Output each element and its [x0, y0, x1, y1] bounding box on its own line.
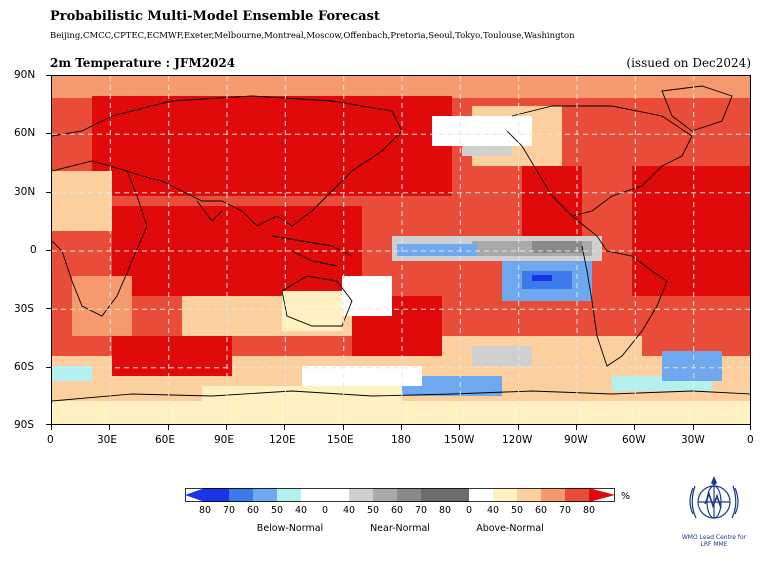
lon-tick	[343, 425, 344, 430]
lat-tick	[46, 133, 51, 134]
lon-tick	[459, 425, 460, 430]
colorbar-number: 60	[534, 505, 548, 516]
lon-label-30w: 30W	[681, 434, 705, 446]
lon-tick	[693, 425, 694, 430]
colorbar-number: 70	[558, 505, 572, 516]
colorbar-number: 50	[366, 505, 380, 516]
forecast-map-canvas	[52, 76, 750, 424]
colorbar-below-80	[205, 488, 229, 502]
colorbar-number: 80	[582, 505, 596, 516]
lon-tick	[750, 425, 751, 430]
colorbar-number: 0	[465, 505, 473, 516]
colorbar-number: 40	[294, 505, 308, 516]
lon-label-150w: 150W	[444, 434, 475, 446]
logo-caption-line1: WMO Lead Centre for	[681, 534, 747, 541]
lat-tick	[46, 367, 51, 368]
lon-tick	[284, 425, 285, 430]
colorbar-below-arrow	[185, 488, 205, 502]
wmo-logo-icon	[689, 476, 739, 519]
logo-caption: WMO Lead Centre for LRF MME	[667, 534, 761, 548]
colorbar-number: 40	[342, 505, 356, 516]
lon-tick	[518, 425, 519, 430]
lon-label-150e: 150E	[327, 434, 354, 446]
lon-label-90w: 90W	[564, 434, 588, 446]
colorbar-above-50	[517, 488, 541, 502]
colorbar-above-arrow	[589, 488, 615, 502]
lat-label-30n: 30N	[14, 186, 36, 198]
colorbar-number: 80	[438, 505, 452, 516]
lat-tick	[46, 424, 51, 425]
colorbar-below-40	[301, 488, 325, 502]
colorbar-number: 50	[270, 505, 284, 516]
lat-label-60s: 60S	[14, 361, 35, 373]
colorbar-number: 70	[222, 505, 236, 516]
lon-label-90e: 90E	[214, 434, 234, 446]
lat-label-60n: 60N	[14, 127, 36, 139]
lon-tick	[401, 425, 402, 430]
lon-tick	[576, 425, 577, 430]
colorbar-unit: %	[621, 491, 631, 502]
lat-label-30s: 30S	[14, 303, 35, 315]
colorbar-number: 60	[246, 505, 260, 516]
colorbar-number: 50	[510, 505, 524, 516]
colorbar-below-50	[277, 488, 301, 502]
colorbar-number: 70	[414, 505, 428, 516]
lon-label-0-end: 0	[747, 434, 754, 446]
colorbar-near-70	[421, 488, 445, 502]
colorbar-above-60	[541, 488, 565, 502]
colorbar-near-50	[373, 488, 397, 502]
colorbar-below-70	[229, 488, 253, 502]
lat-label-eq: 0	[30, 244, 37, 256]
lat-tick	[46, 75, 51, 76]
colorbar-above-70	[565, 488, 589, 502]
lon-tick	[226, 425, 227, 430]
lon-label-180: 180	[391, 434, 412, 446]
colorbar-above-0	[469, 488, 493, 502]
lon-label-60e: 60E	[155, 434, 175, 446]
colorbar-near-40	[349, 488, 373, 502]
colorbar-near-0	[325, 488, 349, 502]
forecast-map	[51, 75, 751, 425]
main-title: Probabilistic Multi-Model Ensemble Forec…	[50, 9, 380, 24]
lon-label-30e: 30E	[97, 434, 117, 446]
lon-tick	[51, 425, 52, 430]
lon-tick	[634, 425, 635, 430]
colorbar-near-60	[397, 488, 421, 502]
lon-label-120w: 120W	[502, 434, 533, 446]
colorbar-number: 80	[198, 505, 212, 516]
colorbar	[185, 488, 615, 502]
lon-label-120e: 120E	[269, 434, 296, 446]
lon-tick	[109, 425, 110, 430]
contributing-centres: Beijing,CMCC,CPTEC,ECMWF,Exeter,Melbourn…	[50, 31, 575, 41]
lon-label-0: 0	[47, 434, 54, 446]
lat-tick	[46, 192, 51, 193]
lon-tick	[168, 425, 169, 430]
category-near-normal: Near-Normal	[370, 523, 430, 534]
category-above-normal: Above-Normal	[476, 523, 544, 534]
variable-title: 2m Temperature : JFM2024	[50, 56, 236, 70]
lat-label-90n: 90N	[14, 69, 36, 81]
category-below-normal: Below-Normal	[256, 523, 324, 534]
colorbar-number: 40	[486, 505, 500, 516]
colorbar-above-40	[493, 488, 517, 502]
colorbar-number: 60	[390, 505, 404, 516]
lat-label-90s: 90S	[14, 419, 35, 431]
lon-label-60w: 60W	[622, 434, 646, 446]
colorbar-number: 0	[321, 505, 329, 516]
lat-tick	[46, 250, 51, 251]
colorbar-below-60	[253, 488, 277, 502]
issued-date: (issued on Dec2024)	[626, 56, 751, 70]
lat-tick	[46, 308, 51, 309]
logo-caption-line2: LRF MME	[700, 541, 728, 548]
colorbar-near-80	[445, 488, 469, 502]
